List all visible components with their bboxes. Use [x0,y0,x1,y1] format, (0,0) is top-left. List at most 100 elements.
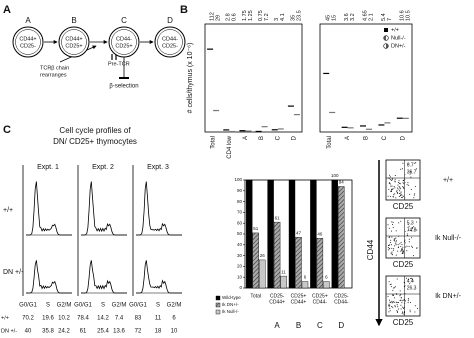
value-label: 6 [325,275,328,280]
quadrant-value: 26.3 [407,285,417,291]
flow-dot [408,225,410,227]
flow-dot [391,230,392,232]
flow-dot [398,182,399,184]
bar [245,179,253,289]
table-cell: 6 [172,316,176,322]
x-tick-label: CD25+ [291,293,307,299]
stage-cell [58,26,90,58]
flow-dot [400,168,402,170]
flow-dot [412,280,414,282]
flow-dot [411,227,413,228]
flow-dot [399,182,400,184]
flow-dot [393,249,395,251]
flow-dot [388,281,390,283]
y-tick-label: 10 [237,274,243,279]
table-cell: 14.2 [97,316,109,322]
flow-dot [397,306,399,308]
flow-dot [391,180,393,181]
flow-dot [400,299,402,301]
flow-dot [401,313,403,315]
flow-dot [398,196,400,197]
value-label: 7 [387,18,393,21]
flow-dot [410,302,411,303]
value-label: 23.5 [296,10,302,21]
flow-dot [404,285,406,287]
flow-dot [403,187,405,189]
flow-dot [391,189,393,191]
quadrant-value: 4.4 [407,278,414,284]
flow-dot [404,197,406,199]
flow-dot [394,286,396,288]
flow-dot [395,230,397,232]
flow-dot [400,191,402,193]
x-tick-label: CD44- [313,299,328,305]
flow-dot [403,240,405,242]
flow-dot [410,189,412,190]
experiment-label: Expt. 2 [92,164,114,171]
category-letter: B [296,321,301,330]
flow-dot [402,306,404,308]
flow-dot [388,177,390,179]
flow-dot [390,283,392,285]
flow-dot [396,278,398,280]
y-tick-label: 50 [237,231,243,236]
flow-dot [399,300,401,302]
flow-dot [404,178,406,180]
flow-dot [394,187,396,189]
flow-dot [396,302,398,304]
stage-cell-inner [15,29,41,55]
flow-dot [409,283,411,285]
stage-letter: A [25,16,31,25]
flow-dot [400,194,402,195]
flow-dot [390,185,392,187]
flow-dot [397,247,399,249]
flow-dot [398,235,400,237]
stage-marker: CD25+ [65,43,82,49]
bar [288,179,296,289]
bar [252,232,259,289]
flow-dot [394,239,396,241]
flow-dot [399,193,400,194]
value-label: 4.1 [280,13,286,21]
value-label: 1.25 [248,10,254,21]
x-tick-label: B [259,136,265,140]
value-label: 15 [332,15,338,21]
flow-dot [388,237,390,239]
flow-dot [402,186,404,188]
receptor [111,54,117,60]
y-tick-label: 20 [237,264,243,269]
x-tick-label: C [275,135,281,140]
bar [259,259,266,289]
category-letter: C [317,321,323,330]
flow-dot [400,294,402,296]
y-tick-label: 30 [237,253,243,258]
legend-swatch [215,295,221,301]
flow-dot [388,245,390,246]
flow-dot [403,183,405,185]
flow-dot [403,312,405,313]
panel-title: DN/ CD25+ thymocytes [53,137,137,146]
flow-dot [401,252,403,254]
flow-dot [394,301,396,303]
flow-dot [404,303,406,304]
bar [280,275,287,289]
flow-dot [397,184,399,186]
x-tick-label: Total [211,136,217,149]
flow-dot [404,299,406,301]
value-label: 61 [275,215,281,220]
flow-dot [402,196,403,198]
y-tick-label: 60 [237,220,243,225]
x-tick-label: CD25- [270,293,285,299]
flow-dot [392,254,393,256]
flow-dot [398,188,400,190]
flow-dot [401,300,403,302]
table-header: S [101,303,105,309]
flow-dot [396,189,398,191]
value-label: 3.6 [344,13,350,21]
x-tick-label: Total [250,293,261,299]
table-cell: 72 [135,329,142,335]
table-header: G2/M [167,303,182,309]
flow-dot [396,311,398,313]
y-tick-label: 90 [237,188,243,193]
flow-dot [414,186,416,187]
